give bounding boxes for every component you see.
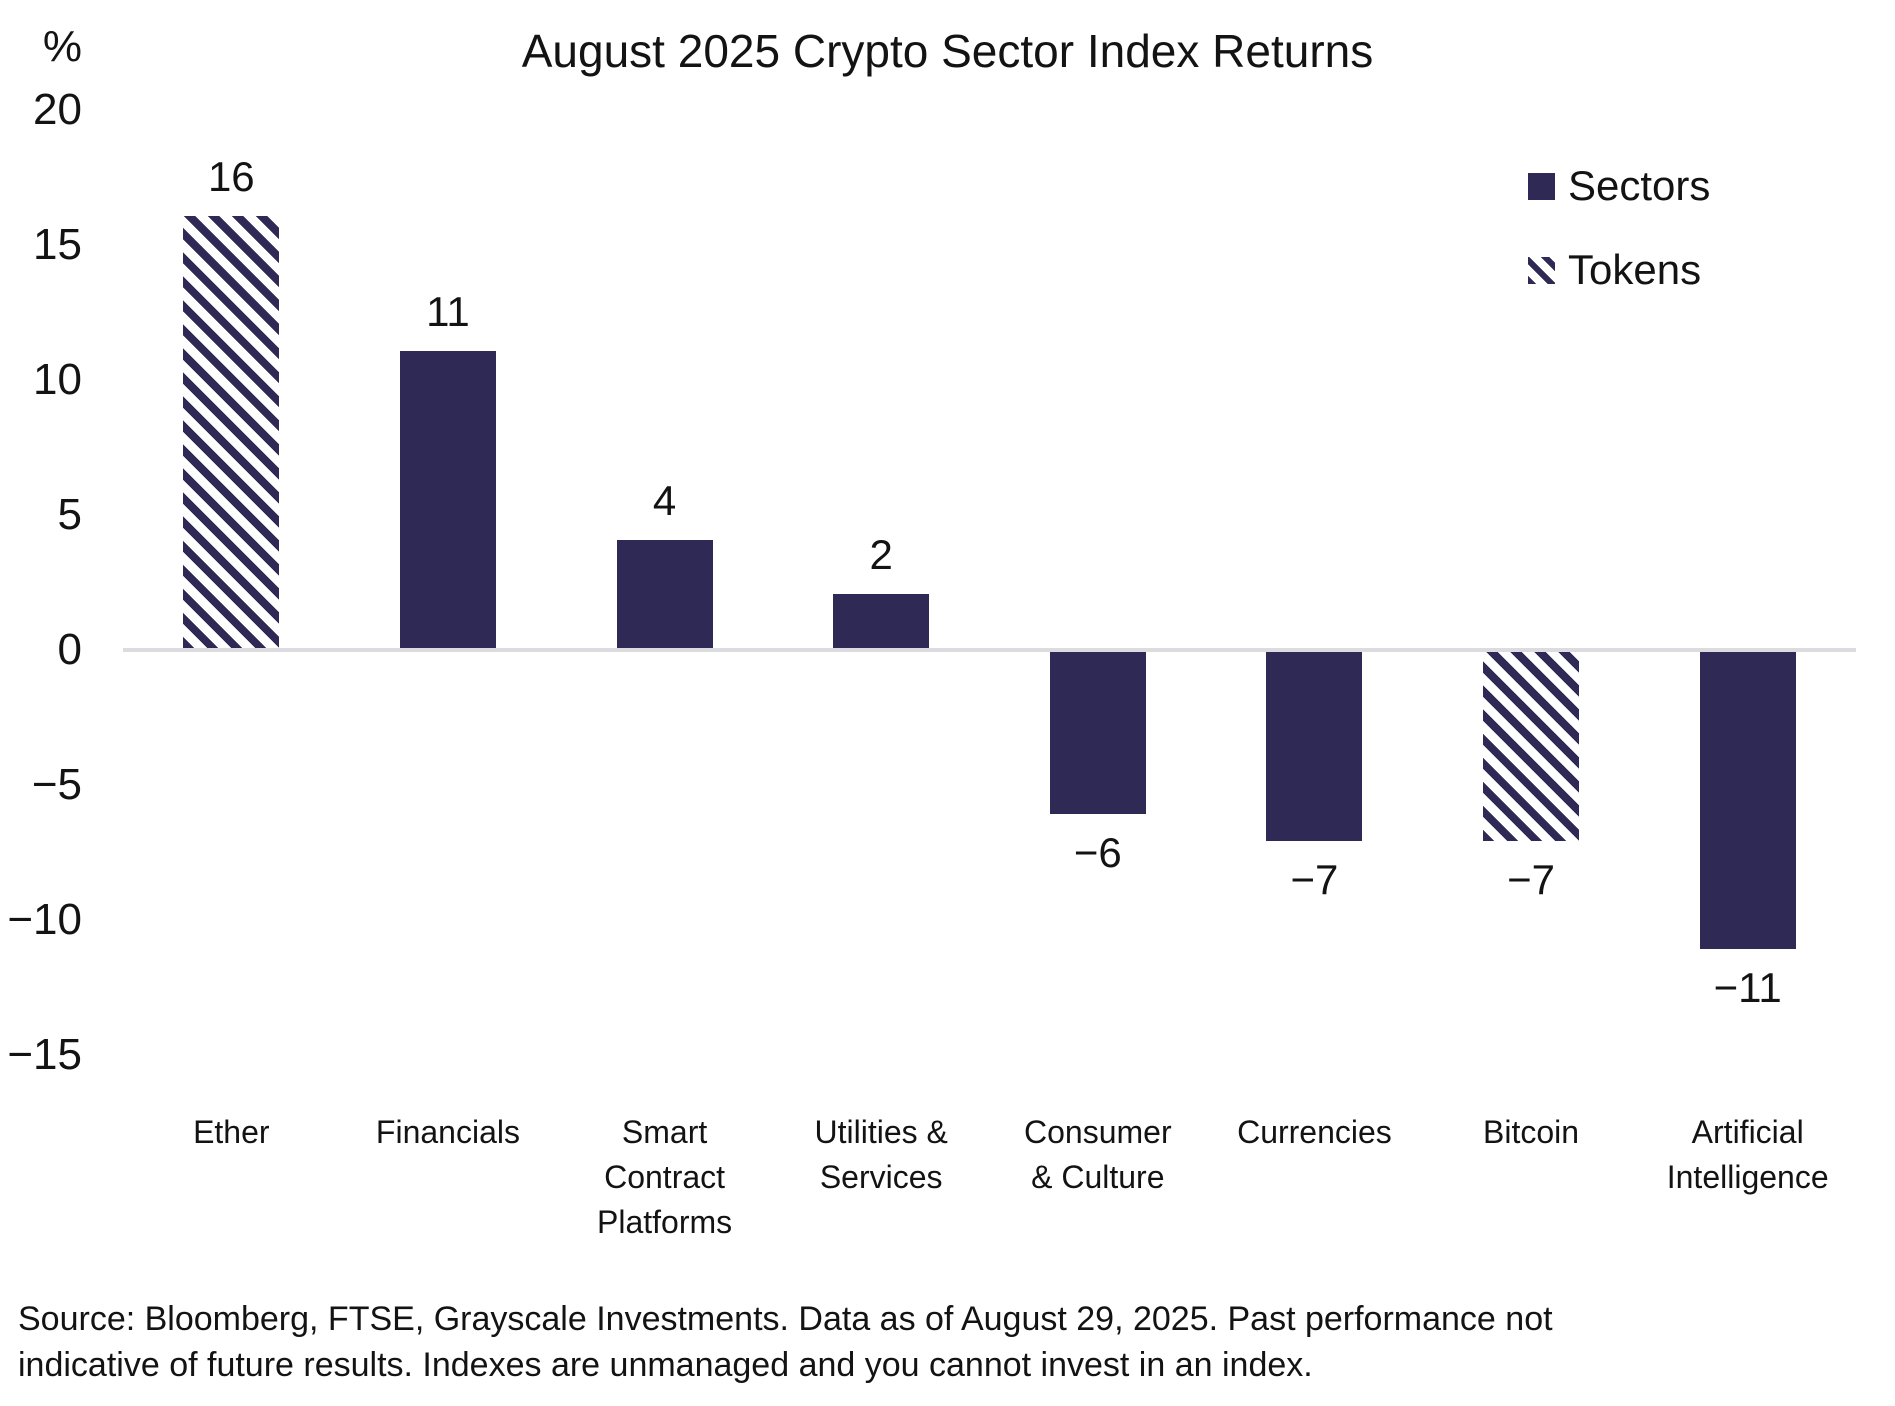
value-label-ether: 16 <box>207 153 255 200</box>
category-label-currencies: Currencies <box>1237 1114 1392 1150</box>
legend-item-sectors: Sectors <box>1528 158 1710 214</box>
x-axis-zero-line <box>123 648 1856 652</box>
y-tick-20: 20 <box>33 85 82 134</box>
source-note-line-2: indicative of future results. Indexes ar… <box>18 1346 1313 1384</box>
bar-financials <box>399 351 496 648</box>
source-note: Source: Bloomberg, FTSE, Grayscale Inves… <box>18 1296 1838 1388</box>
value-label-bitcoin: −7 <box>1507 856 1555 903</box>
category-label-consumer-culture: Consumer & Culture <box>1024 1114 1172 1195</box>
bar-consumer-culture <box>1049 652 1146 814</box>
bar-artificial-intelligence <box>1699 652 1796 949</box>
value-label-utilities-services: 2 <box>869 531 893 578</box>
bar-utilities-services <box>833 594 930 648</box>
bar-bitcoin <box>1483 652 1580 841</box>
value-label-financials: 11 <box>426 288 470 335</box>
y-tick-5: 5 <box>57 490 82 539</box>
category-label-financials: Financials <box>375 1114 520 1150</box>
bar-ether <box>183 216 280 648</box>
legend: Sectors Tokens <box>1528 158 1710 326</box>
y-tick-10: 10 <box>33 355 82 404</box>
chart-title: August 2025 Crypto Sector Index Returns <box>521 25 1374 77</box>
source-note-line-1: Source: Bloomberg, FTSE, Grayscale Inves… <box>18 1300 1553 1338</box>
value-label-smart-contract-platforms: 4 <box>652 477 677 524</box>
legend-label-tokens: Tokens <box>1568 246 1702 293</box>
bar-currencies <box>1266 652 1363 841</box>
value-label-consumer-culture: −6 <box>1073 829 1122 876</box>
y-tick-−15: −15 <box>7 1030 82 1079</box>
category-label-ether: Ether <box>193 1114 270 1150</box>
legend-label-sectors: Sectors <box>1568 162 1711 209</box>
category-label-utilities-services: Utilities & Services <box>814 1114 948 1195</box>
category-label-smart-contract-platforms: Smart Contract Platforms <box>596 1114 733 1240</box>
category-label-bitcoin: Bitcoin <box>1483 1114 1580 1150</box>
y-tick-−5: −5 <box>31 760 82 809</box>
category-label-artificial-intelligence: Artificial Intelligence <box>1666 1114 1829 1195</box>
y-tick-−10: −10 <box>7 895 82 944</box>
y-tick-15: 15 <box>33 220 82 269</box>
legend-item-tokens: Tokens <box>1528 242 1710 298</box>
value-label-currencies: −7 <box>1290 856 1339 903</box>
value-label-artificial-intelligence: −11 <box>1713 964 1782 1011</box>
legend-swatch-tokens-icon <box>1528 256 1555 284</box>
y-tick-0: 0 <box>57 625 82 674</box>
legend-swatch-sectors-icon <box>1528 172 1555 200</box>
y-axis-unit-label: % <box>42 22 82 71</box>
bar-smart-contract-platforms <box>616 540 713 648</box>
